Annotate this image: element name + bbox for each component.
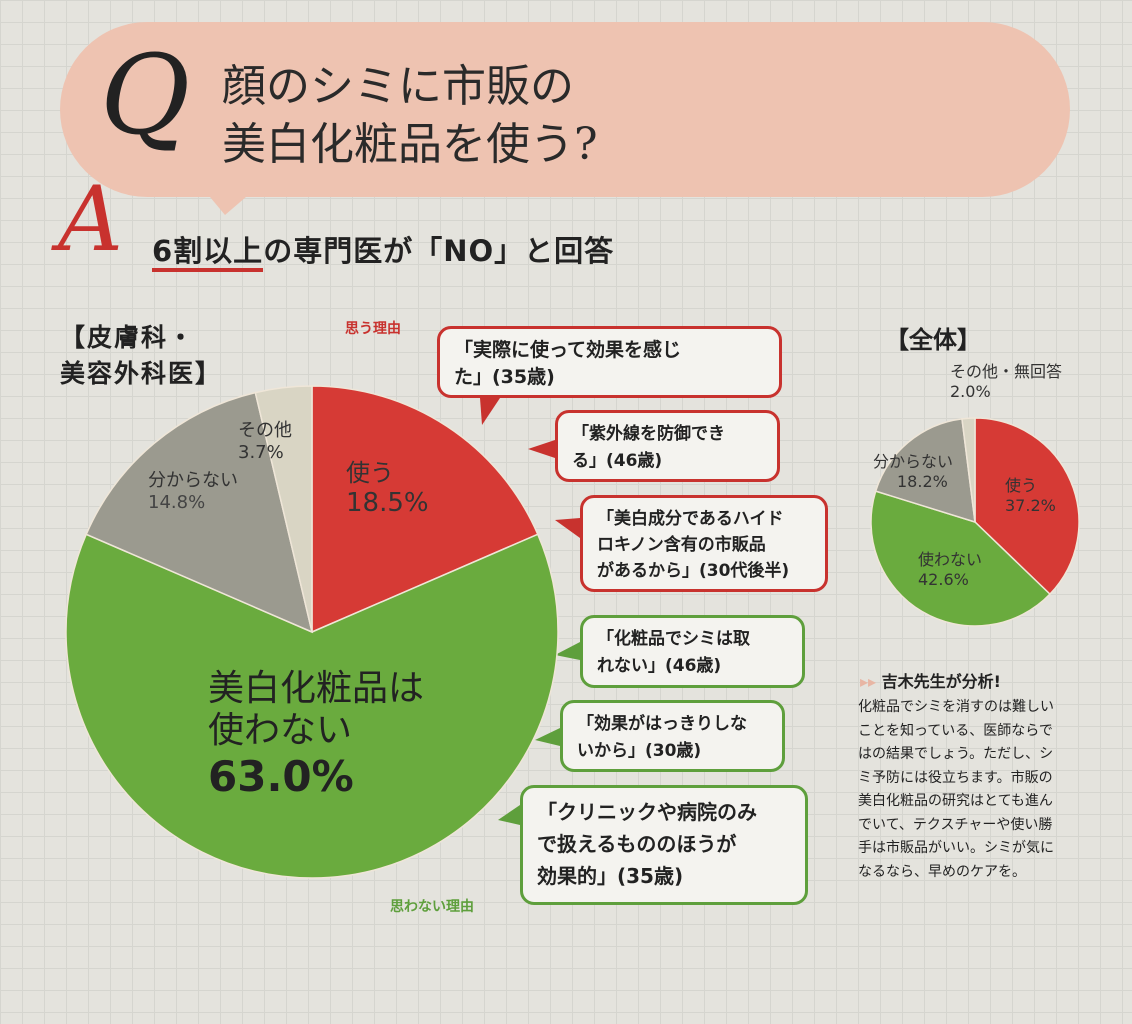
bubble-tail bbox=[480, 398, 500, 425]
question-title: 顔のシミに市販の 美白化粧品を使う? bbox=[222, 58, 598, 174]
line: 「美白成分であるハイド bbox=[597, 509, 784, 529]
value: 14.8% bbox=[148, 492, 206, 513]
line: いから」(30歳) bbox=[577, 741, 702, 761]
right-chart-title: 【全体】 bbox=[885, 326, 981, 354]
title-line-1: 顔のシミに市販の bbox=[222, 61, 574, 112]
line: た」(35歳) bbox=[454, 366, 555, 388]
label: 使わない bbox=[918, 550, 983, 569]
value: 3.7% bbox=[238, 442, 284, 463]
reason-bubble-yes: 「美白成分であるハイド ロキノン含有の市販品があるから」(30代後半) bbox=[580, 495, 828, 592]
line: 「効果がはっきりしな bbox=[577, 714, 747, 734]
value: 18.2% bbox=[897, 472, 948, 491]
analysis-line: 手は市販品がいい。シミが気に bbox=[858, 840, 1054, 856]
right-pie-slice-unknown bbox=[874, 417, 976, 524]
right-label-use: 使う 37.2% bbox=[1005, 476, 1056, 516]
line: 「紫外線を防御でき bbox=[572, 424, 725, 444]
title-line-2: 美白化粧品を使う? bbox=[222, 119, 598, 170]
reason-bubble-no: 「化粧品でシミは取 れない」(46歳) bbox=[580, 615, 805, 688]
bubble-tail bbox=[535, 728, 560, 746]
bubble-tail bbox=[528, 440, 555, 458]
line: 「化粧品でシミは取 bbox=[597, 629, 750, 649]
analysis-line: ことを知っている、医師ならで bbox=[858, 722, 1053, 739]
label-line1: 美白化粧品は bbox=[208, 668, 425, 709]
bubble-tail bbox=[555, 518, 580, 538]
label: その他 bbox=[238, 420, 292, 441]
reason-bubble-no: 「クリニックや病院のみ で扱えるもののほうが 効果的」(35歳) bbox=[520, 785, 808, 905]
line: 効果的」(35歳) bbox=[537, 864, 684, 888]
reason-bubble-no: 「効果がはっきりしな いから」(30歳) bbox=[560, 700, 785, 772]
left-label-not-use: 美白化粧品は 使わない 63.0% bbox=[208, 668, 424, 798]
label: 分からない bbox=[148, 470, 238, 491]
right-label-unknown: 分からない 18.2% bbox=[873, 452, 953, 492]
right-label-other: その他・無回答 2.0% bbox=[950, 362, 1062, 402]
label: 分からない bbox=[873, 452, 954, 471]
right-pie-slice-other bbox=[961, 417, 976, 523]
answer-headline: 6割以上の専門医が「NO」と回答 bbox=[152, 228, 615, 272]
value: 42.6% bbox=[918, 570, 969, 589]
left-title-line2: 美容外科医】 bbox=[60, 359, 223, 388]
line: る」(46歳) bbox=[572, 451, 663, 471]
bubble-tail bbox=[498, 805, 520, 825]
line: 「クリニックや病院のみ bbox=[537, 800, 757, 824]
line: ロキノン含有の市販品 bbox=[597, 535, 766, 555]
value: 2.0% bbox=[950, 382, 991, 401]
answer-rest: の専門医が「NO」と回答 bbox=[263, 234, 615, 268]
answer-highlight: 6割以上 bbox=[152, 234, 264, 272]
analysis-line: 美白化粧品の研究はとても進ん bbox=[858, 793, 1053, 809]
left-pie-slice-not-use bbox=[65, 533, 559, 879]
analysis-heading-text: 吉木先生が分析! bbox=[881, 672, 1001, 691]
analysis-line: でいて、テクスチャーや使い勝 bbox=[858, 816, 1053, 833]
line: 「実際に使って効果を感じ bbox=[454, 339, 682, 361]
left-title-line1: 【皮膚科・ bbox=[60, 323, 196, 352]
label-line2: 使わない bbox=[208, 710, 353, 751]
left-label-use: 使う 18.5% bbox=[346, 459, 429, 518]
analysis-line: はの結果でしょう。ただし、シ bbox=[858, 746, 1054, 762]
a-mark: A bbox=[58, 167, 123, 272]
question-bubble-tail bbox=[200, 185, 260, 215]
left-label-other: その他 3.7% bbox=[238, 420, 292, 464]
left-chart-title: 【皮膚科・ 美容外科医】 bbox=[60, 320, 222, 392]
question-bubble bbox=[60, 22, 1070, 197]
right-pie-slice-use bbox=[974, 417, 1080, 596]
analysis-body: 化粧品でシミを消すのは難しい ことを知っている、医師ならで はの結果でしょう。た… bbox=[858, 696, 1098, 884]
value: 63.0% bbox=[208, 752, 354, 801]
double-chevron-icon: ▸▸ bbox=[860, 672, 882, 691]
analysis-line: 化粧品でシミを消すのは難しい bbox=[858, 699, 1054, 715]
label: 使う bbox=[346, 459, 394, 487]
right-pie-slice-not-use bbox=[870, 490, 1051, 627]
no-reasons-label: 思わない理由 bbox=[390, 899, 474, 915]
right-label-not-use: 使わない 42.6% bbox=[918, 550, 982, 590]
label: その他・無回答 bbox=[950, 362, 1063, 381]
q-mark: Q bbox=[100, 31, 191, 159]
left-pie-slice-use bbox=[311, 385, 539, 634]
analysis-heading: ▸▸ 吉木先生が分析! bbox=[860, 668, 1001, 692]
line: で扱えるもののほうが bbox=[537, 832, 737, 856]
line: があるから」(30代後半) bbox=[597, 561, 790, 581]
yes-reasons-label: 思う理由 bbox=[345, 321, 401, 337]
left-pie-slice-unknown bbox=[85, 391, 314, 634]
line: れない」(46歳) bbox=[597, 656, 722, 676]
bubble-tail bbox=[555, 642, 580, 660]
reason-bubble-yes: 「紫外線を防御でき る」(46歳) bbox=[555, 410, 780, 482]
analysis-line: なるなら、早めのケアを。 bbox=[858, 863, 1026, 880]
analysis-line: ミ予防には役立ちます。市販の bbox=[858, 769, 1053, 786]
value: 18.5% bbox=[346, 488, 429, 518]
left-pie-slice-other bbox=[254, 385, 313, 633]
reason-bubble-yes: 「実際に使って効果を感じ た」(35歳) bbox=[437, 326, 782, 398]
label: 使う bbox=[1005, 476, 1038, 495]
value: 37.2% bbox=[1005, 496, 1056, 515]
left-label-unknown: 分からない 14.8% bbox=[148, 470, 238, 514]
